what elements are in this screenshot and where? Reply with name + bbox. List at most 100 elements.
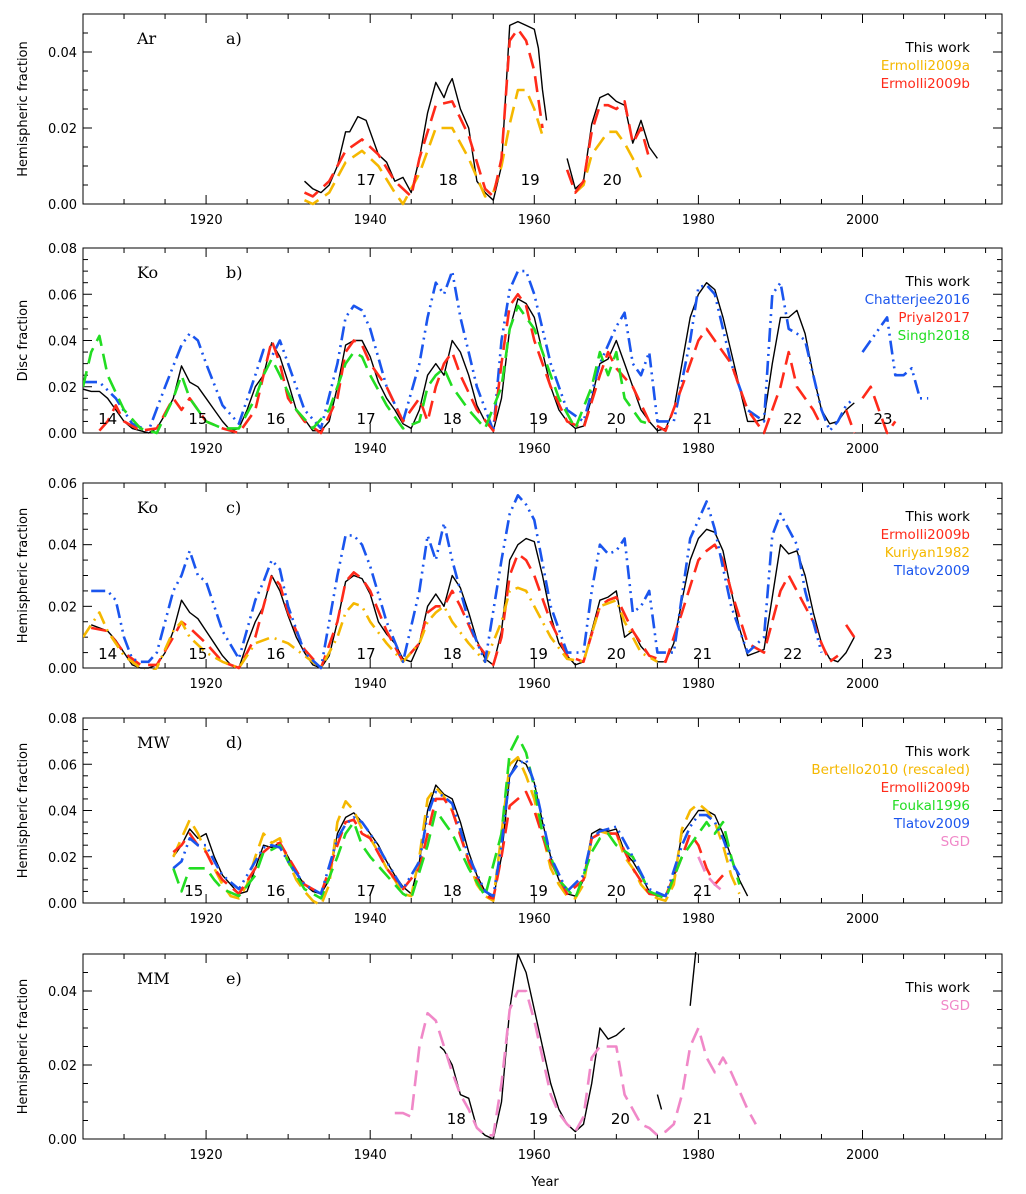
x-tick-label: 1960: [518, 677, 551, 692]
legend-entry: This work: [904, 980, 970, 996]
cycle-label: 21: [693, 882, 712, 900]
x-tick-label: 2000: [846, 677, 879, 692]
y-axis-title: Hemispheric fraction: [16, 508, 31, 643]
cycle-label: 23: [873, 645, 892, 663]
plot-frame: [82, 247, 1003, 434]
cycle-label: 15: [184, 882, 203, 900]
cycle-label: 22: [783, 645, 802, 663]
x-tick-label: 1940: [354, 213, 387, 228]
series-line-ermolli2009a: [303, 88, 544, 206]
panel-e: 1920 1940 1960 1980 20000.000.020.04Hemisphe…: [16, 952, 1003, 1163]
x-tick-label: 1960: [518, 912, 551, 927]
panel-tag: d): [226, 733, 242, 752]
series-line-this-work: [304, 20, 548, 201]
x-tick-label: 1940: [354, 912, 387, 927]
series-line-this-work: [439, 953, 626, 1140]
y-tick-label: 0.04: [48, 46, 77, 61]
y-tick-label: 0.02: [48, 381, 77, 396]
x-tick-label: 1920: [190, 442, 223, 457]
panel-d: 1920 1940 1960 1980 20000.000.020.040.060.08…: [16, 712, 1003, 927]
series-line-this-work: [656, 1094, 663, 1110]
x-tick-label: 1960: [518, 442, 551, 457]
cycle-label: 17: [357, 171, 376, 189]
legend-entry: Chatterjee2016: [865, 292, 970, 308]
y-tick-label: 0.00: [48, 897, 77, 912]
cycle-label: 16: [266, 410, 285, 428]
x-tick-label: 2000: [846, 213, 879, 228]
legend-entry: Tlatov2009: [893, 563, 970, 579]
series-line-ermolli2009a: [574, 130, 643, 194]
cycle-label: 21: [693, 645, 712, 663]
cycle-label: 15: [188, 645, 207, 663]
cycle-label: 22: [783, 410, 802, 428]
legend-entry: SGD: [941, 998, 970, 1014]
cycle-label: 17: [357, 410, 376, 428]
legend-entry: Ermolli2009b: [881, 780, 970, 796]
observatory-label: MM: [137, 969, 170, 988]
x-tick-label: 1940: [354, 442, 387, 457]
y-tick-label: 0.02: [48, 122, 77, 137]
cycle-label: 14: [98, 410, 117, 428]
series-line-priyal2017: [844, 409, 856, 434]
y-tick-label: 0.00: [48, 198, 77, 213]
cycle-label: 21: [693, 410, 712, 428]
y-tick-label: 0.04: [48, 539, 77, 554]
observatory-label: Ko: [137, 498, 158, 517]
legend-entry: This work: [904, 40, 970, 56]
y-tick-label: 0.06: [48, 758, 77, 773]
series-line-this-work: [90, 528, 855, 669]
cycle-label: 20: [603, 171, 622, 189]
y-tick-label: 0.04: [48, 805, 77, 820]
x-tick-label: 1940: [354, 1148, 387, 1163]
series-group: [394, 952, 757, 1140]
cycle-label: 18: [443, 410, 462, 428]
cycle-label: 14: [98, 645, 117, 663]
series-line-foukal1996: [172, 735, 741, 900]
cycle-label: 19: [529, 410, 548, 428]
legend-entry: Kuriyan1982: [885, 545, 970, 561]
series-line-sgd: [394, 989, 757, 1137]
legend-entry: This work: [904, 509, 970, 525]
y-tick-label: 0.02: [48, 851, 77, 866]
series-group: [303, 20, 658, 206]
y-axis-title: Hemispheric fraction: [16, 41, 31, 176]
legend-entry: Tlatov2009: [893, 816, 970, 832]
cycle-label: 18: [443, 645, 462, 663]
cycle-label: 18: [447, 1110, 466, 1128]
x-tick-label: 1920: [190, 912, 223, 927]
series-line-singh2018: [83, 304, 650, 435]
cycle-label: 20: [607, 882, 626, 900]
x-tick-label: 2000: [846, 912, 879, 927]
cycle-label: 17: [357, 645, 376, 663]
panel-c: 1920 1940 1960 1980 20000.000.020.040.06Hemi…: [16, 477, 1003, 692]
series-group: [172, 735, 749, 905]
x-tick-label: 1980: [682, 213, 715, 228]
cycle-label: 19: [521, 171, 540, 189]
series-group: [83, 269, 929, 435]
cycle-label: 18: [443, 882, 462, 900]
series-line-chatterjee2016: [83, 269, 856, 433]
x-tick-label: 1980: [682, 442, 715, 457]
cycle-label: 19: [529, 645, 548, 663]
legend-entry: Priyal2017: [898, 310, 970, 326]
cycle-label: 16: [266, 645, 285, 663]
series-line-tlatov2009: [172, 758, 741, 898]
series-line-this-work: [689, 952, 697, 1006]
legend-entry: This work: [904, 274, 970, 290]
y-tick-label: 0.00: [48, 1133, 77, 1148]
cycle-label: 19: [529, 1110, 548, 1128]
y-tick-label: 0.04: [48, 335, 77, 350]
legend-entry: Ermolli2009b: [881, 76, 970, 92]
series-line-tlatov2009: [91, 493, 823, 670]
series-line-this-work: [83, 282, 855, 434]
panel-tag: b): [226, 263, 242, 282]
x-tick-label: 1980: [682, 1148, 715, 1163]
panel-a: 1920 1940 1960 1980 20000.000.020.04Hemisphe…: [16, 13, 1003, 228]
x-tick-label: 2000: [846, 1148, 879, 1163]
x-tick-label: 1920: [190, 213, 223, 228]
plot-frame: [82, 13, 1003, 205]
x-tick-label: 1920: [190, 1148, 223, 1163]
y-axis-title: Hemispheric fraction: [16, 743, 31, 878]
cycle-label: 19: [529, 882, 548, 900]
